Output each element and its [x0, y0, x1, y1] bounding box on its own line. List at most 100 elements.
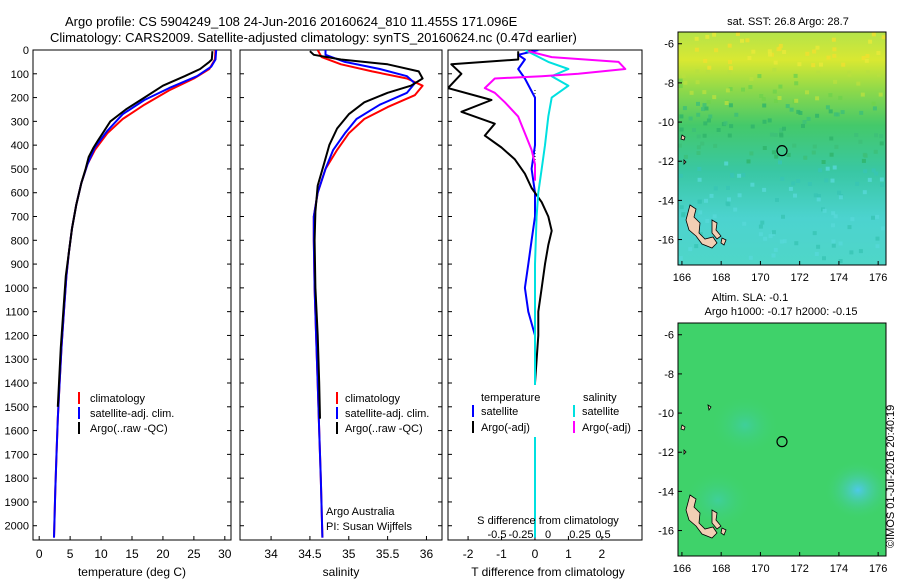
sst-texture-cell [780, 176, 785, 181]
sst-texture-cell [819, 62, 823, 67]
sst-texture-cell [871, 168, 876, 173]
y-tick-label: 1600 [5, 426, 29, 438]
map-x-tick-label: 170 [751, 563, 769, 575]
sst-map-y-axis: -6 -8 -10 -12 -14 -16 [658, 39, 682, 247]
sst-texture-cell [772, 89, 777, 94]
temperature-plot-frame [32, 49, 232, 541]
map-x-tick-label: 168 [712, 563, 730, 575]
sst-map-frame [677, 31, 887, 266]
map-x-tick-label: 166 [673, 272, 691, 284]
sst-texture-cell [865, 54, 870, 59]
map-x-tick-label: 172 [790, 272, 808, 284]
sst-texture-cell [692, 128, 696, 132]
sst-texture-cell [864, 58, 869, 63]
legend-label-climatology: climatology [90, 393, 146, 405]
sst-texture-cell [815, 45, 820, 50]
y-tick-label: 1100 [5, 307, 29, 319]
sst-texture-cell [831, 239, 836, 244]
sst-texture-cell [723, 121, 728, 126]
sst-texture-cell [682, 106, 687, 111]
y-tick-label: 500 [11, 164, 29, 176]
sst-speckle [678, 32, 886, 263]
sst-texture-cell [688, 116, 693, 121]
sst-texture-cell [762, 119, 767, 124]
sst-texture-cell [704, 106, 709, 111]
sst-map-panel: sat. SST: 26.8 Argo: 28.7 166 168 170 172 17… [658, 16, 887, 284]
sst-texture-cell [814, 252, 819, 256]
sst-texture-cell [688, 247, 693, 252]
sst-texture-cell [757, 74, 762, 79]
sst-texture-cell [706, 118, 711, 123]
legend-label-argo: Argo(..raw -QC) [90, 423, 168, 435]
map-y-tick-label: -14 [658, 195, 674, 207]
legend-label-argo: Argo(..raw -QC) [345, 423, 423, 435]
sst-texture-cell [861, 56, 866, 60]
sst-texture-cell [822, 208, 827, 213]
legend-label-t-argo: Argo(-adj) [481, 422, 530, 434]
map-x-tick-label: 174 [830, 563, 848, 575]
sst-texture-cell [762, 187, 767, 192]
difference-panel: -2 -1 0 1 2 -0.5 -0.25 0 0.25 0.5 temperature sal… [447, 49, 643, 579]
sst-texture-cell [698, 232, 703, 237]
sst-texture-cell [741, 173, 746, 177]
sst-texture-cell [773, 60, 778, 65]
sst-texture-cell [696, 151, 701, 155]
sst-texture-cell [679, 114, 684, 119]
x-tick-label: 2 [599, 547, 606, 561]
sst-texture-cell [745, 38, 750, 43]
sst-texture-cell [678, 143, 682, 148]
difference-lines [448, 50, 627, 538]
x-tick-label: 10 [94, 547, 108, 561]
sst-texture-cell [724, 101, 729, 105]
sst-texture-cell [771, 150, 776, 155]
sst-texture-cell [758, 232, 763, 237]
x-tick-label: 0 [36, 547, 43, 561]
sst-texture-cell [702, 133, 707, 138]
y-tick-label: 1300 [5, 354, 29, 366]
sst-texture-cell [840, 110, 845, 115]
legend-title-salinity: salinity [583, 392, 617, 404]
sst-texture-cell [816, 70, 821, 75]
sst-texture-cell [727, 43, 732, 48]
sst-texture-cell [871, 215, 875, 220]
legend-label-satellite-adj: satellite-adj. clim. [345, 408, 429, 420]
x-tick-label: 15 [125, 547, 139, 561]
sst-texture-cell [789, 107, 794, 112]
sst-texture-cell [817, 194, 821, 198]
map-y-tick-label: -6 [664, 39, 674, 51]
difference-plot-frame [447, 49, 643, 541]
sst-texture-cell [697, 177, 702, 182]
sst-texture-cell [812, 231, 817, 236]
sst-texture-cell [696, 134, 701, 139]
sst-texture-cell [818, 168, 823, 173]
imos-credit: ©IMOS 01-Jul-2016 20:40:19 [885, 404, 897, 548]
sst-texture-cell [702, 103, 707, 108]
sst-texture-cell [832, 53, 837, 58]
sst-texture-cell [847, 225, 852, 230]
x-tick-label-salinity: 0 [545, 529, 551, 541]
x-tick-label: 34.5 [298, 547, 322, 561]
sst-texture-cell [695, 80, 700, 85]
sst-texture-cell [829, 152, 834, 157]
map-y-tick-label: -12 [658, 156, 674, 168]
legend-title-temperature: temperature [481, 392, 540, 404]
sst-texture-cell [811, 63, 816, 68]
temperature-x-label: temperature (deg C) [78, 565, 186, 579]
sst-texture-cell [802, 120, 807, 124]
sst-texture-cell [733, 207, 738, 212]
sst-texture-cell [706, 100, 711, 104]
sla-coastline-islets [680, 404, 712, 455]
sst-texture-cell [815, 113, 820, 118]
sst-texture-cell [758, 224, 763, 229]
sst-coastline-vanuatu [685, 204, 727, 249]
y-tick-label: 100 [11, 69, 29, 81]
sst-map-field [678, 32, 886, 265]
sst-texture-cell [728, 103, 733, 108]
map-y-tick-label: -10 [658, 117, 674, 129]
sst-texture-cell [785, 104, 790, 109]
sst-texture-cell [681, 73, 686, 78]
sla-map-title-line1: Altim. SLA: -0.1 [712, 292, 788, 304]
sst-texture-cell [880, 226, 885, 231]
sst-texture-cell [697, 167, 702, 171]
